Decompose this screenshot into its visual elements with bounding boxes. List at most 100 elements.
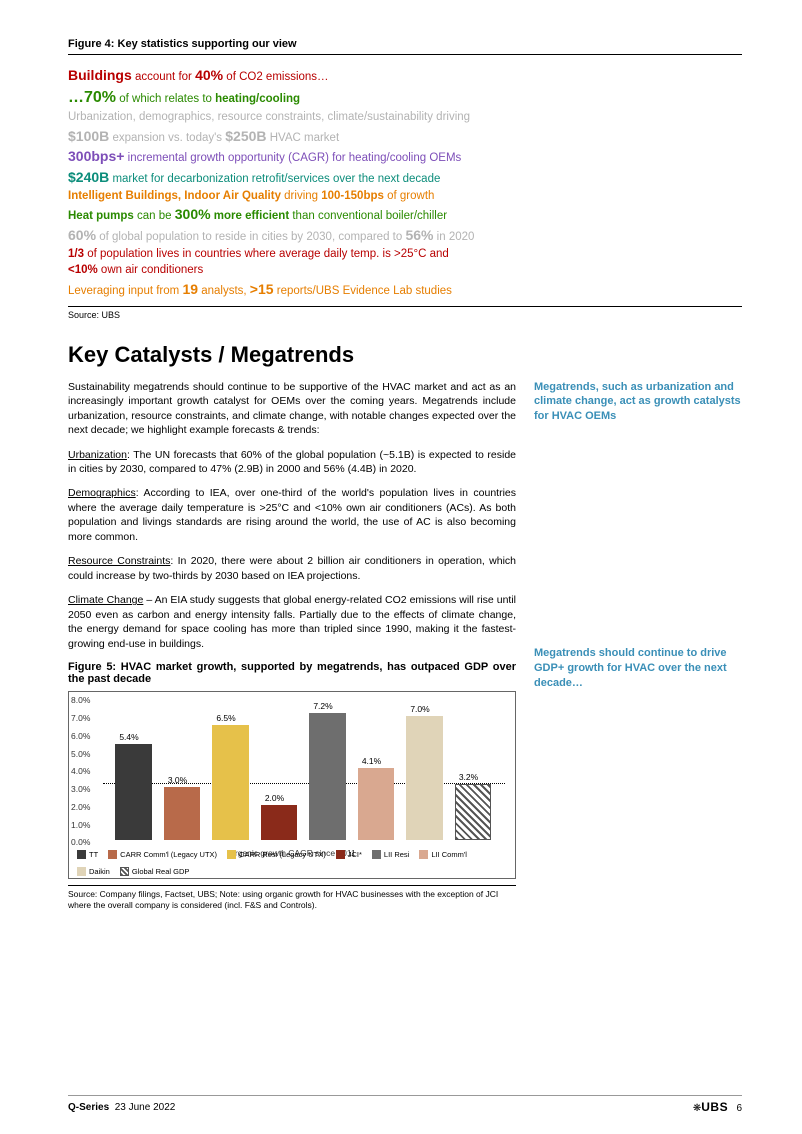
legend-item: LII Resi xyxy=(372,850,409,859)
para-head: Climate Change xyxy=(68,594,143,606)
stat-text: analysts, xyxy=(198,285,250,297)
y-tick-label: 4.0% xyxy=(71,766,90,776)
sidebar-note: Megatrends should continue to drive GDP+… xyxy=(534,646,742,691)
y-tick-label: 3.0% xyxy=(71,784,90,794)
stat-text: reports/UBS Evidence Lab studies xyxy=(274,285,452,297)
stat-text: of which relates to xyxy=(116,93,215,105)
legend-item: JCI* xyxy=(336,850,362,859)
legend-item: LII Comm'l xyxy=(419,850,467,859)
legend-label: CARR Resi (Legacy UTX) xyxy=(239,850,326,859)
stat-text: 100-150bps xyxy=(321,190,384,202)
legend-swatch xyxy=(372,850,381,859)
stat-text: 19 xyxy=(182,281,198,297)
stat-text: Leveraging input from xyxy=(68,285,182,297)
main-column: Sustainability megatrends should continu… xyxy=(68,380,516,912)
paragraph: Urbanization: The UN forecasts that 60% … xyxy=(68,448,516,477)
chart-bar xyxy=(358,768,395,841)
figure5-chart: 5.4%3.0%6.5%2.0%7.2%4.1%7.0%3.2% 0.0%1.0… xyxy=(68,691,516,879)
figure5-title: Figure 5: HVAC market growth, supported … xyxy=(68,661,516,685)
stat-text: Urbanization, demographics, resource con… xyxy=(68,109,742,126)
legend-item: Daikin xyxy=(77,867,110,876)
paragraph: Resource Constraints: In 2020, there wer… xyxy=(68,554,516,583)
stat-text: Intelligent Buildings, Indoor Air Qualit… xyxy=(68,190,281,202)
stat-text: driving xyxy=(281,190,321,202)
legend-label: JCI* xyxy=(348,850,362,859)
legend-swatch xyxy=(227,850,236,859)
chart-bar xyxy=(455,784,492,841)
sidebar-note: Megatrends, such as urbanization and cli… xyxy=(534,380,742,425)
stat-text: incremental growth opportunity (CAGR) fo… xyxy=(124,152,461,164)
stat-text: market for decarbonization retrofit/serv… xyxy=(109,173,440,185)
legend-label: TT xyxy=(89,850,98,859)
legend-item: Global Real GDP xyxy=(120,867,190,876)
stat-text: 1/3 xyxy=(68,248,84,260)
stat-text: $100B xyxy=(68,128,109,144)
bar-value-label: 7.2% xyxy=(306,701,340,711)
stat-text: of population lives in countries where a… xyxy=(84,248,449,260)
paragraph: Demographics: According to IEA, over one… xyxy=(68,486,516,544)
bar-value-label: 4.1% xyxy=(355,756,389,766)
legend-label: Daikin xyxy=(89,867,110,876)
stat-text: >15 xyxy=(250,281,274,297)
footer-date: 23 June 2022 xyxy=(115,1102,176,1113)
stat-text: of growth xyxy=(384,190,435,202)
section-title: Key Catalysts / Megatrends xyxy=(68,342,742,368)
stat-text: heating/cooling xyxy=(215,93,300,105)
bar-value-label: 3.0% xyxy=(161,775,195,785)
page-footer: Q-Series 23 June 2022 ❋UBS 6 xyxy=(68,1095,742,1114)
stat-text: <10% xyxy=(68,264,98,276)
stat-text: than conventional boiler/chiller xyxy=(289,210,447,222)
para-head: Resource Constraints xyxy=(68,555,170,567)
stat-text: $240B xyxy=(68,169,109,185)
stat-text: 40% xyxy=(195,67,223,83)
y-tick-label: 0.0% xyxy=(71,837,90,847)
y-tick-label: 1.0% xyxy=(71,820,90,830)
chart-bar xyxy=(309,713,346,841)
legend-label: CARR Comm'l (Legacy UTX) xyxy=(120,850,217,859)
stat-text: 300bps+ xyxy=(68,148,124,164)
bar-value-label: 2.0% xyxy=(258,793,292,803)
chart-bar xyxy=(164,787,201,840)
paragraph: Sustainability megatrends should continu… xyxy=(68,380,516,438)
para-head: Urbanization xyxy=(68,449,127,461)
stat-text: $250B xyxy=(225,128,266,144)
page-number: 6 xyxy=(736,1103,742,1114)
chart-bar xyxy=(212,725,249,840)
stat-text: Heat pumps xyxy=(68,210,134,222)
stat-text: more efficient xyxy=(211,210,290,222)
bar-value-label: 6.5% xyxy=(209,713,243,723)
stat-text: of global population to reside in cities… xyxy=(96,231,405,243)
legend-label: LII Resi xyxy=(384,850,409,859)
footer-series: Q-Series xyxy=(68,1102,109,1113)
legend-swatch xyxy=(419,850,428,859)
para-head: Demographics xyxy=(68,487,136,499)
figure5-source: Source: Company filings, Factset, UBS; N… xyxy=(68,885,516,911)
stat-text: of CO2 emissions… xyxy=(223,71,328,83)
stat-text: in 2020 xyxy=(433,231,474,243)
bar-value-label: 3.2% xyxy=(452,772,486,782)
chart-bar xyxy=(261,805,298,841)
stat-text: 300% xyxy=(175,206,211,222)
bar-value-label: 7.0% xyxy=(403,704,437,714)
sidebar-column: Megatrends, such as urbanization and cli… xyxy=(534,380,742,912)
ubs-logo: UBS xyxy=(701,1100,728,1114)
stat-text: 56% xyxy=(405,227,433,243)
legend-swatch xyxy=(120,867,129,876)
figure4-source: Source: UBS xyxy=(68,306,742,320)
para-body: : According to IEA, over one-third of th… xyxy=(68,487,516,542)
y-tick-label: 8.0% xyxy=(71,695,90,705)
legend-label: Global Real GDP xyxy=(132,867,190,876)
figure4-title: Figure 4: Key statistics supporting our … xyxy=(68,38,742,55)
legend-swatch xyxy=(336,850,345,859)
stat-text: account for xyxy=(132,71,195,83)
footer-right: ❋UBS 6 xyxy=(693,1100,742,1114)
legend-label: LII Comm'l xyxy=(431,850,467,859)
figure4-stats: Buildings account for 40% of CO2 emissio… xyxy=(68,65,742,300)
stat-text: own air conditioners xyxy=(98,264,203,276)
stat-text: HVAC market xyxy=(267,132,340,144)
legend-item: CARR Comm'l (Legacy UTX) xyxy=(108,850,217,859)
stat-text: 70% xyxy=(84,89,116,106)
y-tick-label: 5.0% xyxy=(71,749,90,759)
stat-text: 60% xyxy=(68,227,96,243)
chart-legend: TT CARR Comm'l (Legacy UTX) CARR Resi (Leg… xyxy=(77,850,507,876)
